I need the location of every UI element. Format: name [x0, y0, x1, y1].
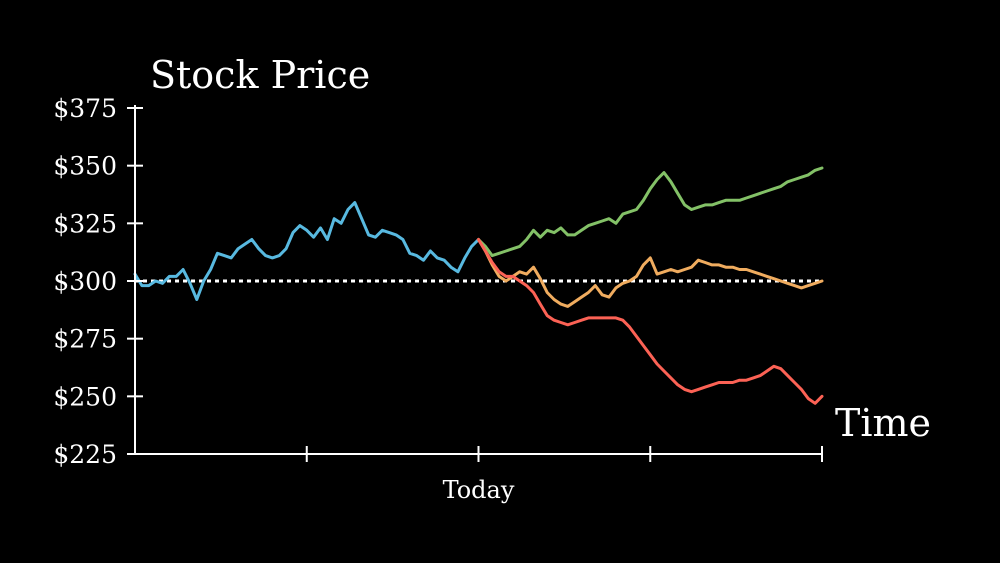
- y-axis-title: Stock Price: [150, 53, 370, 97]
- price-series-line-2: [477, 238, 824, 308]
- y-tick-label: $375: [53, 94, 117, 123]
- y-tick-label: $275: [53, 325, 117, 354]
- x-tick-label: Today: [443, 476, 515, 504]
- series-layer: [133, 166, 824, 405]
- y-tick-label: $325: [53, 209, 117, 238]
- y-tick-label: $300: [53, 267, 117, 296]
- price-series-line-3: [477, 238, 824, 405]
- x-axis-title: Time: [835, 401, 931, 445]
- price-series-line-0: [133, 201, 480, 301]
- price-series-line-1: [477, 166, 824, 258]
- y-tick-label: $225: [53, 440, 117, 469]
- tick-layer: $375 $350 $325 $300 $275 $250 $225 Today: [53, 94, 823, 504]
- y-tick-label: $250: [53, 382, 117, 411]
- y-tick-label: $350: [53, 152, 117, 181]
